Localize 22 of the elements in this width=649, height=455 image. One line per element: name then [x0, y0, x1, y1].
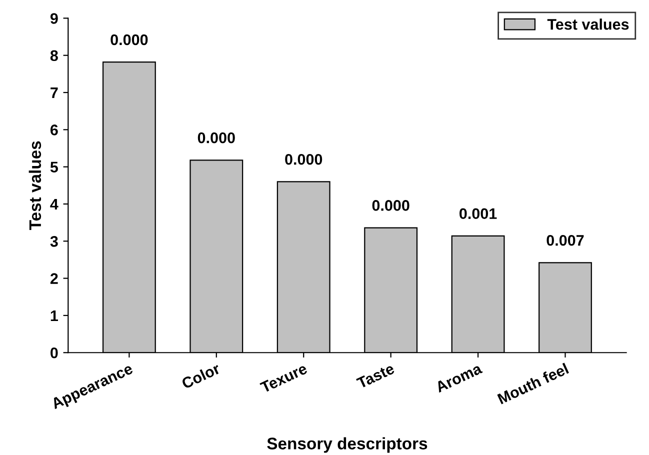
annotation: 0.007	[546, 234, 584, 246]
y-tick-label: 6	[50, 124, 58, 136]
y-tick-label: 0	[50, 347, 58, 358]
annotation: 0.001	[460, 208, 497, 220]
x-tick-label: Taste	[356, 363, 396, 389]
y-tick-label: 7	[50, 88, 58, 98]
y-tick-label: 4	[50, 199, 58, 210]
y-tick-label: 2	[50, 273, 58, 284]
y-axis-title: Test values	[28, 141, 42, 230]
x-tick-label: Color	[180, 362, 221, 390]
y-tick-label: 5	[50, 162, 58, 173]
x-tick-label: Texure	[260, 363, 308, 394]
y-tick-label: 8	[50, 50, 58, 62]
legend-label: Test values	[547, 18, 629, 30]
annotation: 0.000	[285, 154, 322, 165]
annotation: 0.000	[110, 34, 148, 46]
annotation: 0.000	[198, 132, 235, 144]
x-axis-title: Sensory descriptors	[267, 437, 428, 453]
y-tick-label: 9	[50, 13, 58, 24]
y-tick-label: 1	[50, 310, 58, 321]
annotation: 0.000	[372, 200, 410, 211]
y-tick-label: 3	[50, 236, 58, 247]
